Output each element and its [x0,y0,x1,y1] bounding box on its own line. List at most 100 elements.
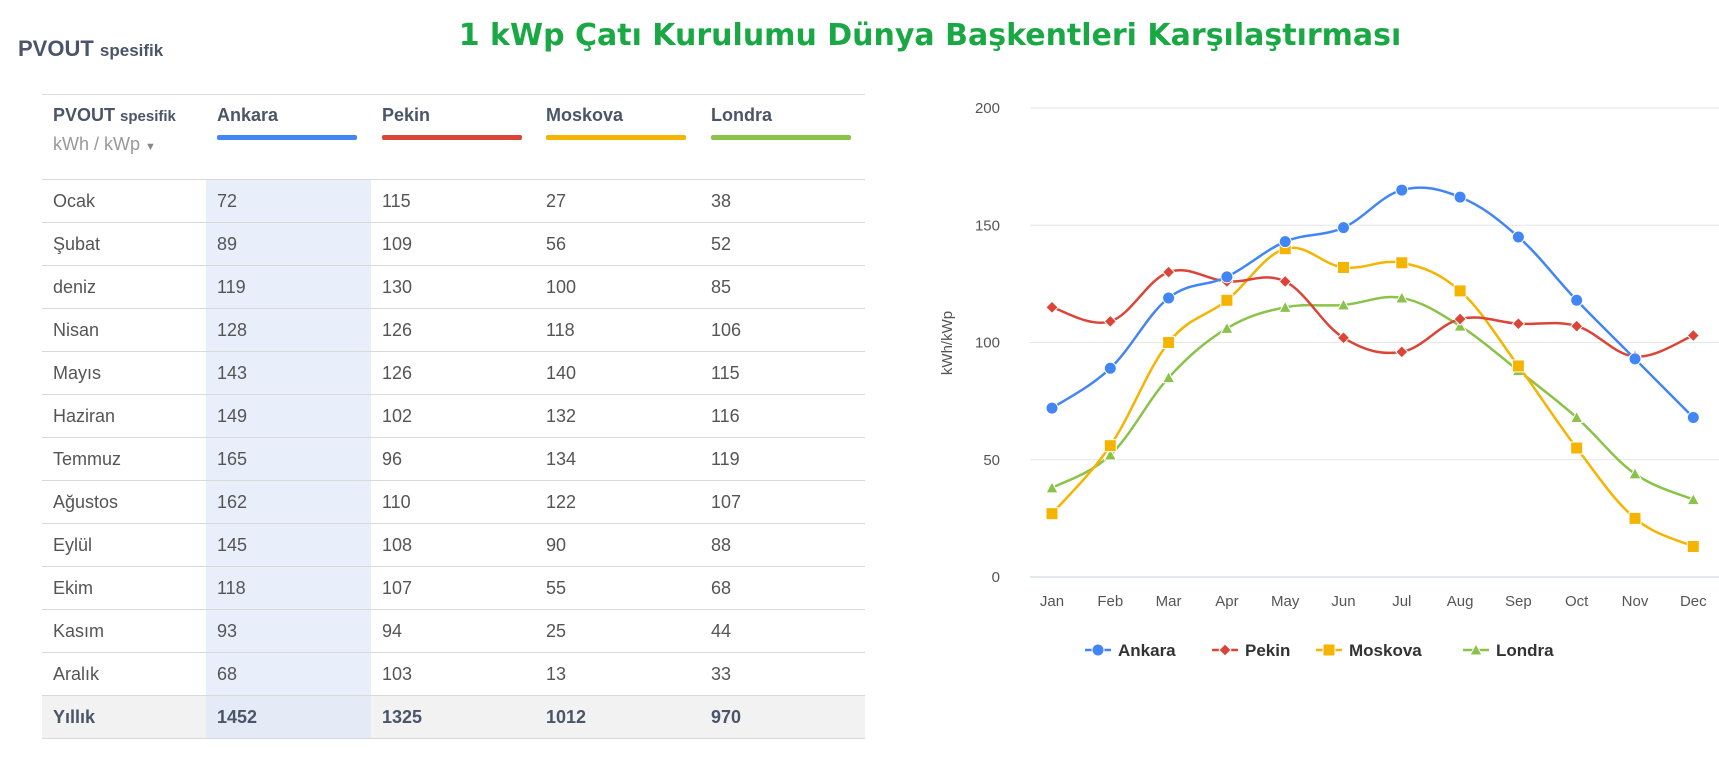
table-cell: 100 [535,265,700,309]
legend-label-ankara: Ankara [1118,641,1176,660]
pvout-heading-main: PVOUT [18,36,94,61]
table-cell: 143 [206,351,371,395]
table-cell: 128 [206,308,371,352]
data-point-pekin [1336,331,1351,345]
column-header-moskova: Moskova [535,94,700,180]
data-point-moskova [1511,359,1525,373]
y-tick-label: 150 [975,217,1000,234]
legend-marker-londra [1469,642,1483,656]
corner-header[interactable]: PVOUT spesifik kWh / kWp ▼ [42,94,206,180]
data-point-pekin [1278,274,1292,289]
row-label: Ağustos [42,480,206,524]
data-point-londra [1103,448,1118,461]
corner-label: PVOUT [53,105,116,125]
data-point-pekin [1511,317,1526,331]
corner-suffix: spesifik [120,108,176,125]
table-row: Eylül 145 108 90 88 [42,523,865,567]
series-color-swatch [546,135,686,140]
data-point-ankara [1103,361,1117,375]
table-cell: 106 [700,308,865,352]
table-row: Ağustos 162 110 122 107 [42,480,865,524]
caret-down-icon[interactable]: ▼ [145,141,156,153]
x-tick-label: Jan [1040,593,1064,610]
table-row: Ocak 72 115 27 38 [42,179,865,223]
total-cell: 1452 [206,695,371,739]
data-point-ankara [1220,270,1234,284]
data-point-ankara [1453,190,1467,204]
legend-marker-ankara [1091,643,1105,657]
table-cell: 13 [535,652,700,696]
data-point-moskova [1628,511,1642,525]
table-cell: 68 [700,566,865,610]
pvout-table: PVOUT spesifik kWh / kWp ▼ Ankara Pekin … [42,94,865,739]
data-point-londra [1161,370,1176,384]
data-point-pekin [1395,345,1409,359]
column-name: Moskova [546,105,624,125]
table-cell: 126 [371,351,535,395]
data-point-pekin [1161,265,1176,279]
data-point-londra [1628,466,1642,480]
x-tick-label: Dec [1680,593,1707,610]
table-header-row: PVOUT spesifik kWh / kWp ▼ Ankara Pekin … [42,94,865,180]
data-point-moskova [1453,284,1467,298]
table-row: Haziran 149 102 132 116 [42,394,865,438]
row-label: Nisan [42,308,206,352]
table-cell: 134 [535,437,700,481]
table-row: Nisan 128 126 118 106 [42,308,865,352]
data-point-ankara [1628,352,1642,366]
table-cell: 109 [371,222,535,266]
data-point-ankara [1686,411,1700,425]
table-cell: 115 [371,179,535,223]
row-label: Ekim [42,566,206,610]
total-cell: 970 [700,695,865,739]
table-cell: 90 [535,523,700,567]
table-cell: 116 [700,394,865,438]
y-tick-label: 100 [975,335,1000,352]
table-row: Aralık 68 103 13 33 [42,652,865,696]
y-axis-label: kWh/kWp [939,311,956,375]
table-cell: 140 [535,351,700,395]
table-cell: 89 [206,222,371,266]
series-color-swatch [217,135,357,140]
table-cell: 33 [700,652,865,696]
data-point-londra [1569,410,1584,424]
column-name: Ankara [217,105,279,125]
data-point-londra [1686,492,1701,506]
table-cell: 44 [700,609,865,653]
legend-label-moskova: Moskova [1349,641,1422,660]
table-cell: 132 [535,394,700,438]
table-cell: 107 [700,480,865,524]
page-title: 1 kWp Çatı Kurulumu Dünya Başkentleri Ka… [458,18,1402,53]
data-point-moskova [1337,260,1350,274]
table-cell: 119 [206,265,371,309]
column-name: Londra [711,105,772,125]
row-label: Şubat [42,222,206,266]
table-cell: 118 [535,308,700,352]
data-point-ankara [1395,183,1409,197]
table-cell: 149 [206,394,371,438]
x-tick-label: Nov [1622,593,1649,610]
table-cell: 27 [535,179,700,223]
data-point-pekin [1686,328,1701,343]
column-header-londra: Londra [700,94,865,180]
table-cell: 96 [371,437,535,481]
series-line-ankara [1051,186,1695,419]
table-cell: 145 [206,523,371,567]
table-cell: 110 [371,480,535,524]
row-label: Temmuz [42,437,206,481]
table-cell: 119 [700,437,865,481]
table-cell: 56 [535,222,700,266]
series-line-pekin [1051,268,1694,358]
x-tick-label: Jun [1331,593,1355,610]
x-tick-label: Aug [1447,593,1474,610]
table-row: Şubat 89 109 56 52 [42,222,865,266]
table-cell: 93 [206,609,371,653]
x-tick-label: Sep [1505,593,1532,610]
data-point-moskova [1045,507,1059,521]
data-point-moskova [1686,540,1700,554]
column-header-ankara: Ankara [206,94,371,180]
row-label: Aralık [42,652,206,696]
table-cell: 103 [371,652,535,696]
legend-label-londra: Londra [1496,641,1554,660]
